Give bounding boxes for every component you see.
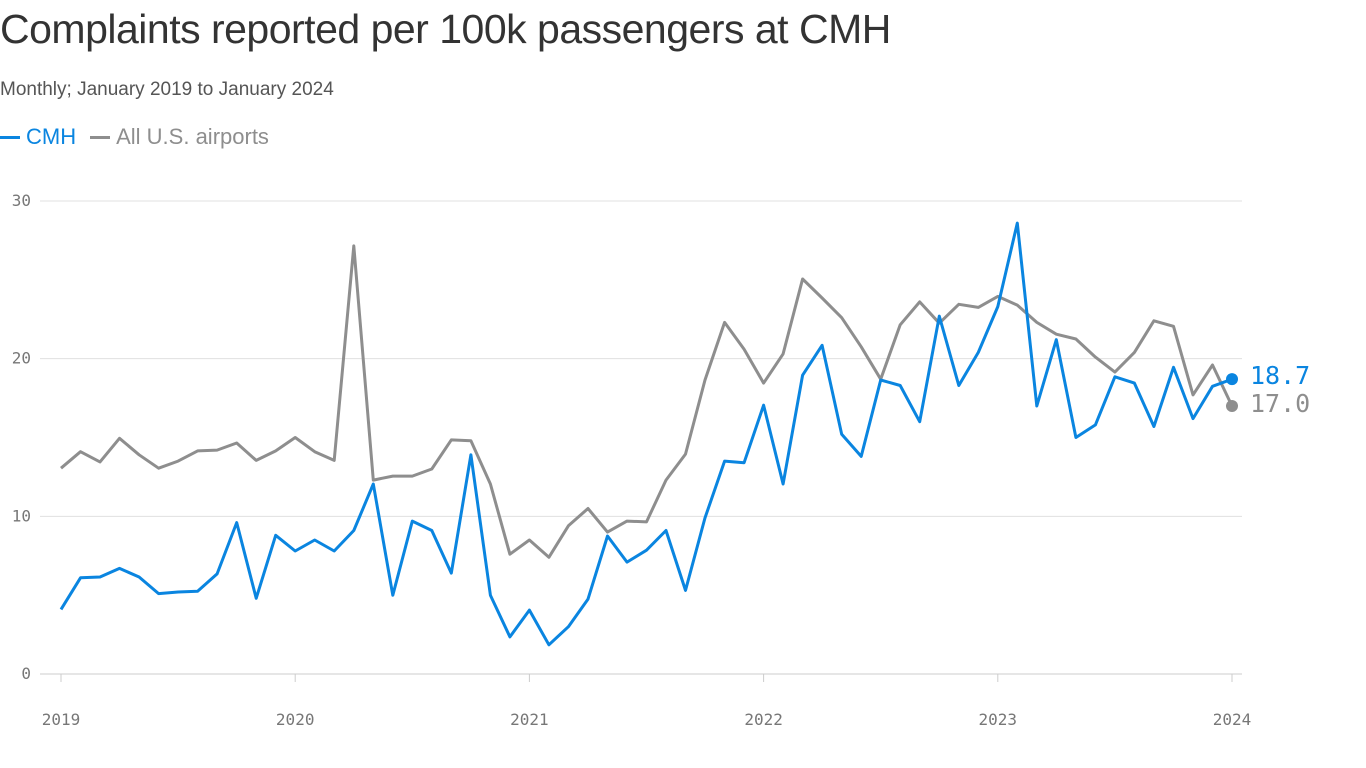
end-point-marker [1226, 373, 1238, 386]
legend-swatch-all-airports [90, 135, 111, 139]
legend-label-all-airports: All U.S. airports [116, 124, 269, 149]
x-tick-label: 2020 [276, 710, 315, 729]
chart-title: Complaints reported per 100k passengers … [0, 6, 891, 52]
y-tick-label: 20 [12, 349, 31, 368]
legend-item-cmh: CMH [0, 124, 76, 150]
chart-subtitle: Monthly; January 2019 to January 2024 [0, 79, 334, 100]
x-tick-label: 2022 [744, 710, 783, 729]
x-tick-label: 2019 [42, 710, 81, 729]
legend-item-all-airports: All U.S. airports [90, 124, 269, 150]
y-tick-label: 10 [12, 506, 31, 525]
x-tick-label: 2024 [1213, 710, 1252, 729]
end-value-label: 18.7 [1250, 361, 1310, 390]
series-line-cmh [59, 221, 1233, 647]
legend-label-cmh: CMH [26, 124, 77, 149]
legend-swatch-cmh [0, 135, 20, 139]
end-value-label: 17.0 [1250, 389, 1310, 418]
y-tick-label: 30 [12, 191, 31, 210]
end-point-marker [1226, 399, 1238, 412]
y-tick-label: 0 [21, 664, 31, 683]
x-tick-label: 2023 [979, 710, 1018, 729]
series-line-all-airports [60, 244, 1234, 559]
x-tick-label: 2021 [510, 710, 549, 729]
legend: CMH All U.S. airports [0, 124, 269, 150]
